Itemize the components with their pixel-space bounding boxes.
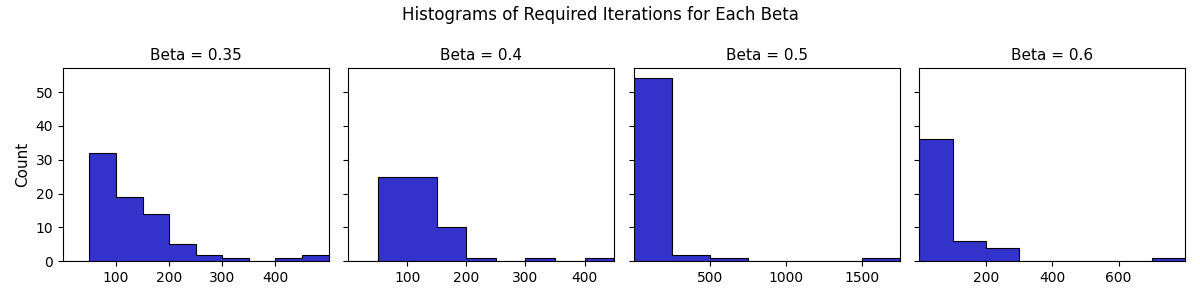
Title: Beta = 0.35: Beta = 0.35 bbox=[150, 48, 241, 63]
Text: Histograms of Required Iterations for Each Beta: Histograms of Required Iterations for Ea… bbox=[402, 6, 798, 24]
Title: Beta = 0.5: Beta = 0.5 bbox=[726, 48, 808, 63]
Title: Beta = 0.6: Beta = 0.6 bbox=[1012, 48, 1093, 63]
Title: Beta = 0.4: Beta = 0.4 bbox=[440, 48, 522, 63]
Y-axis label: Count: Count bbox=[16, 142, 30, 188]
